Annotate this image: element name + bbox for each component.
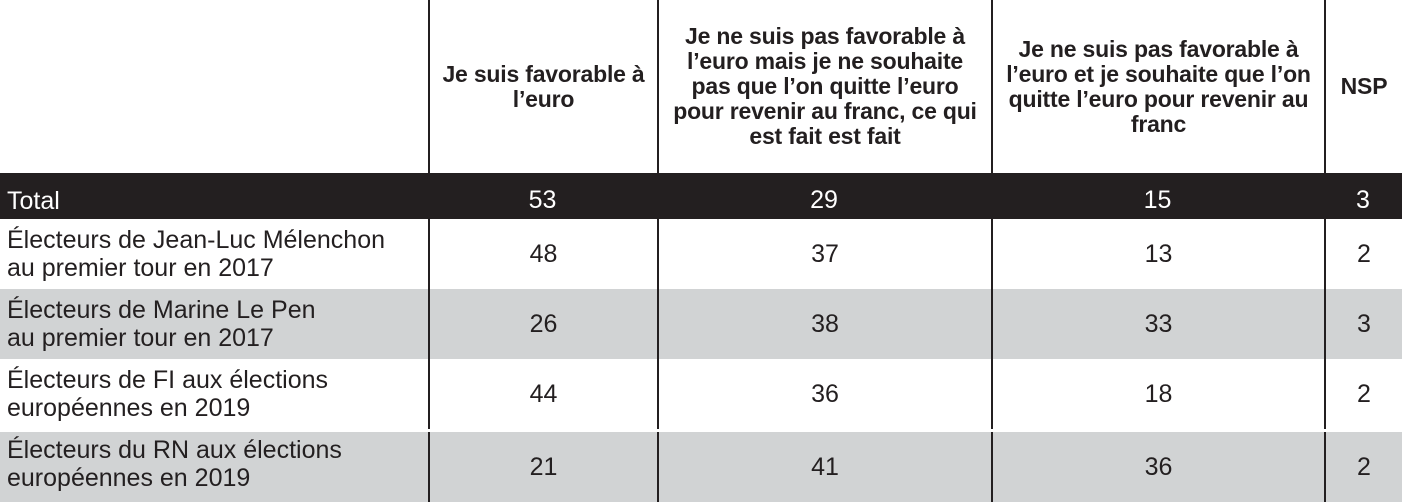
table-cell: 38 <box>657 289 991 359</box>
table-cell: 41 <box>657 432 991 502</box>
table-cell: 53 <box>528 186 557 214</box>
column-header-label: Je ne suis pas favorable à l’euro et je … <box>1006 35 1311 137</box>
row-label-text: Électeurs du RN aux élections européenne… <box>7 436 342 492</box>
header-row: Je suis favorable à l’euro Je ne suis pa… <box>0 0 1402 173</box>
table-cell: 29 <box>810 186 838 214</box>
table-row: Électeurs de FI aux élections européenne… <box>0 359 1402 429</box>
row-label: Électeurs du RN aux élections européenne… <box>0 432 428 502</box>
row-label-text: Électeurs de Jean-Luc Mélenchon au premi… <box>7 226 386 282</box>
row-label-text: Total <box>7 187 60 215</box>
table-cell: 2 <box>1324 432 1402 502</box>
table-cell: 21 <box>428 432 657 502</box>
table-cell: 36 <box>991 432 1324 502</box>
column-header: Je ne suis pas favorable à l’euro et je … <box>991 0 1324 173</box>
column-header-label: Je ne suis pas favorable à l’euro mais j… <box>673 23 977 149</box>
column-header-label: Je suis favorable à l’euro <box>442 60 645 112</box>
table-cell: 15 <box>1143 186 1172 214</box>
column-header-label: NSP <box>1340 73 1388 99</box>
table-row: Électeurs du RN aux élections européenne… <box>0 432 1402 502</box>
row-label: Électeurs de Marine Le Pen au premier to… <box>0 289 428 359</box>
column-header: Je ne suis pas favorable à l’euro mais j… <box>657 0 991 173</box>
table-cell: 33 <box>991 289 1324 359</box>
table-cell: 36 <box>657 359 991 429</box>
table-cell: 26 <box>428 289 657 359</box>
column-header: Je suis favorable à l’euro <box>428 0 657 173</box>
table-cell: 2 <box>1324 359 1402 429</box>
table-row: Électeurs de Jean-Luc Mélenchon au premi… <box>0 219 1402 289</box>
row-label: Électeurs de FI aux élections européenne… <box>0 359 428 429</box>
table-cell: 48 <box>428 219 657 289</box>
header-corner <box>0 0 428 173</box>
table-cell: 18 <box>991 359 1324 429</box>
table-cell: 3 <box>1356 186 1370 214</box>
row-label-text: Électeurs de Marine Le Pen au premier to… <box>7 296 316 352</box>
table-cell: 3 <box>1324 289 1402 359</box>
row-label: Total <box>0 173 428 219</box>
table-row-total: Total 53 29 15 3 <box>0 173 1402 219</box>
table-cell: 2 <box>1324 219 1402 289</box>
table-cell: 44 <box>428 359 657 429</box>
column-header: NSP <box>1324 0 1402 173</box>
table-row: Électeurs de Marine Le Pen au premier to… <box>0 289 1402 359</box>
table-cell: 13 <box>991 219 1324 289</box>
row-label: Électeurs de Jean-Luc Mélenchon au premi… <box>0 219 428 289</box>
row-label-text: Électeurs de FI aux élections européenne… <box>7 366 328 422</box>
table-cell: 37 <box>657 219 991 289</box>
